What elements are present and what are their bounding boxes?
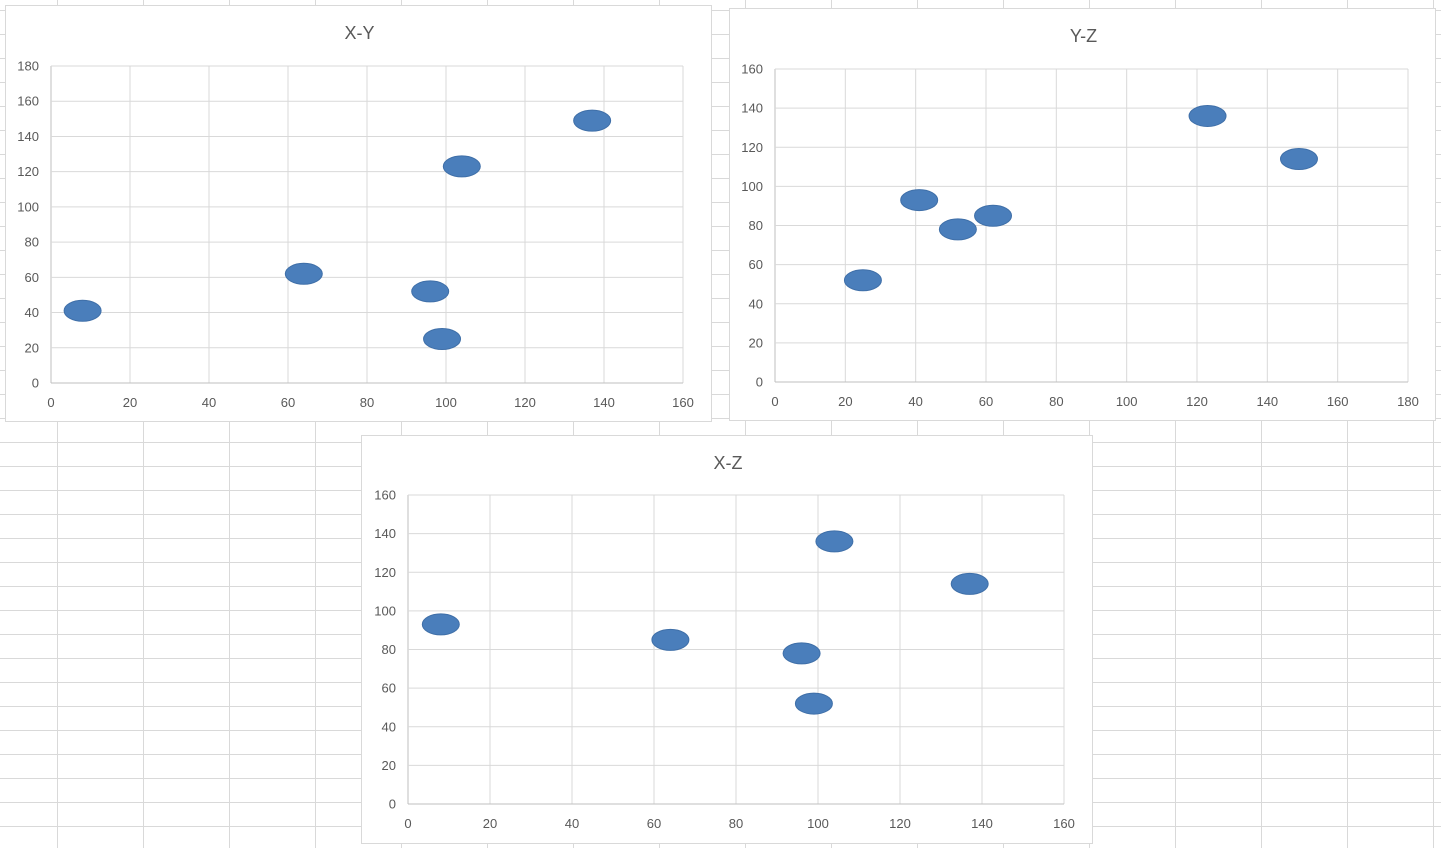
chart-panel-xy[interactable]: X-Y 0 20 40 60 80 100 120 140 160 0 20 40 60 80 100 120 1… [5, 5, 712, 422]
y-tick-label-xy: 120 [17, 164, 39, 179]
data-point-xy[interactable] [63, 299, 102, 322]
x-tick-label-xy: 0 [47, 395, 54, 410]
x-tick-label-yz: 180 [1397, 394, 1419, 409]
data-point-xy[interactable] [284, 262, 323, 285]
chart-yz-svg: Y-Z 0 20 40 60 80 100 120 140 160 180 0 20 40 60 80 100 1… [741, 26, 1419, 409]
y-tick-label-xz: 140 [374, 526, 396, 541]
chart-xz-svg: X-Z 0 20 40 60 80 100 120 140 160 0 20 40 60 80 100 120 1… [374, 453, 1075, 831]
y-tick-label-xz: 40 [382, 719, 396, 734]
y-tick-label-xy: 100 [17, 199, 39, 214]
y-tick-label-xy: 180 [17, 59, 39, 74]
y-tick-label-yz: 80 [749, 218, 763, 233]
y-tick-label-yz: 40 [749, 296, 763, 311]
data-point-xy[interactable] [423, 327, 462, 350]
x-tick-label-xy: 60 [281, 395, 295, 410]
x-tick-label-yz: 0 [771, 394, 778, 409]
y-tick-label-yz: 160 [741, 62, 763, 77]
x-tick-label-xz: 160 [1053, 816, 1075, 831]
y-tick-label-xz: 20 [382, 758, 396, 773]
x-tick-label-xy: 20 [123, 395, 137, 410]
x-tick-label-xz: 100 [807, 816, 829, 831]
y-tick-label-xz: 160 [374, 488, 396, 503]
data-point-yz[interactable] [900, 189, 939, 212]
y-tick-label-xz: 100 [374, 603, 396, 618]
y-tick-label-yz: 120 [741, 140, 763, 155]
data-point-yz[interactable] [938, 218, 977, 241]
data-point-xy[interactable] [442, 155, 481, 178]
x-tick-label-xz: 80 [729, 816, 743, 831]
y-tick-label-yz: 20 [749, 335, 763, 350]
y-tick-label-xy: 60 [25, 270, 39, 285]
x-tick-label-yz: 20 [838, 394, 852, 409]
data-point-xy[interactable] [411, 280, 450, 303]
data-point-xz[interactable] [950, 572, 989, 595]
x-tick-label-xz: 40 [565, 816, 579, 831]
x-tick-label-yz: 60 [979, 394, 993, 409]
data-point-xy[interactable] [573, 109, 612, 132]
x-tick-label-xy: 80 [360, 395, 374, 410]
x-tick-label-xz: 120 [889, 816, 911, 831]
data-point-xz[interactable] [782, 642, 821, 665]
x-tick-label-xy: 160 [672, 395, 694, 410]
data-point-yz[interactable] [843, 269, 882, 292]
y-tick-label-xy: 160 [17, 94, 39, 109]
data-point-yz[interactable] [974, 204, 1013, 227]
y-tick-label-xz: 0 [389, 797, 396, 812]
y-tick-label-xy: 40 [25, 305, 39, 320]
chart-xy-svg: X-Y 0 20 40 60 80 100 120 140 160 0 20 40 60 80 100 120 1… [17, 23, 694, 410]
x-tick-label-xz: 0 [404, 816, 411, 831]
data-point-yz[interactable] [1279, 147, 1318, 170]
x-tick-label-yz: 120 [1186, 394, 1208, 409]
x-tick-label-xz: 140 [971, 816, 993, 831]
chart-title-xy: X-Y [344, 23, 374, 43]
y-tick-label-xy: 80 [25, 235, 39, 250]
chart-title-yz: Y-Z [1070, 26, 1097, 46]
y-tick-label-xz: 60 [382, 681, 396, 696]
x-tick-label-xy: 120 [514, 395, 536, 410]
data-point-xz[interactable] [815, 530, 854, 553]
chart-panel-xz[interactable]: X-Z 0 20 40 60 80 100 120 140 160 0 20 40 60 80 100 120 1… [361, 435, 1093, 844]
y-tick-label-yz: 140 [741, 101, 763, 116]
x-tick-label-yz: 80 [1049, 394, 1063, 409]
y-tick-label-yz: 100 [741, 179, 763, 194]
x-tick-label-xy: 100 [435, 395, 457, 410]
data-point-yz[interactable] [1188, 104, 1227, 127]
x-tick-label-yz: 40 [908, 394, 922, 409]
y-tick-label-yz: 0 [756, 375, 763, 390]
y-tick-label-xy: 140 [17, 129, 39, 144]
x-tick-label-xy: 40 [202, 395, 216, 410]
x-tick-label-yz: 160 [1327, 394, 1349, 409]
y-tick-label-xz: 120 [374, 565, 396, 580]
chart-panel-yz[interactable]: Y-Z 0 20 40 60 80 100 120 140 160 180 0 20 40 60 80 100 1… [729, 8, 1436, 421]
data-point-xz[interactable] [421, 613, 460, 636]
x-tick-label-xy: 140 [593, 395, 615, 410]
y-tick-label-xz: 80 [382, 642, 396, 657]
chart-title-xz: X-Z [714, 453, 743, 473]
y-tick-label-xy: 20 [25, 340, 39, 355]
x-tick-label-yz: 100 [1116, 394, 1138, 409]
x-tick-label-yz: 140 [1256, 394, 1278, 409]
x-tick-label-xz: 60 [647, 816, 661, 831]
x-tick-label-xz: 20 [483, 816, 497, 831]
y-tick-label-yz: 60 [749, 257, 763, 272]
y-tick-label-xy: 0 [32, 376, 39, 391]
data-point-xz[interactable] [794, 692, 833, 715]
data-point-xz[interactable] [651, 628, 690, 651]
